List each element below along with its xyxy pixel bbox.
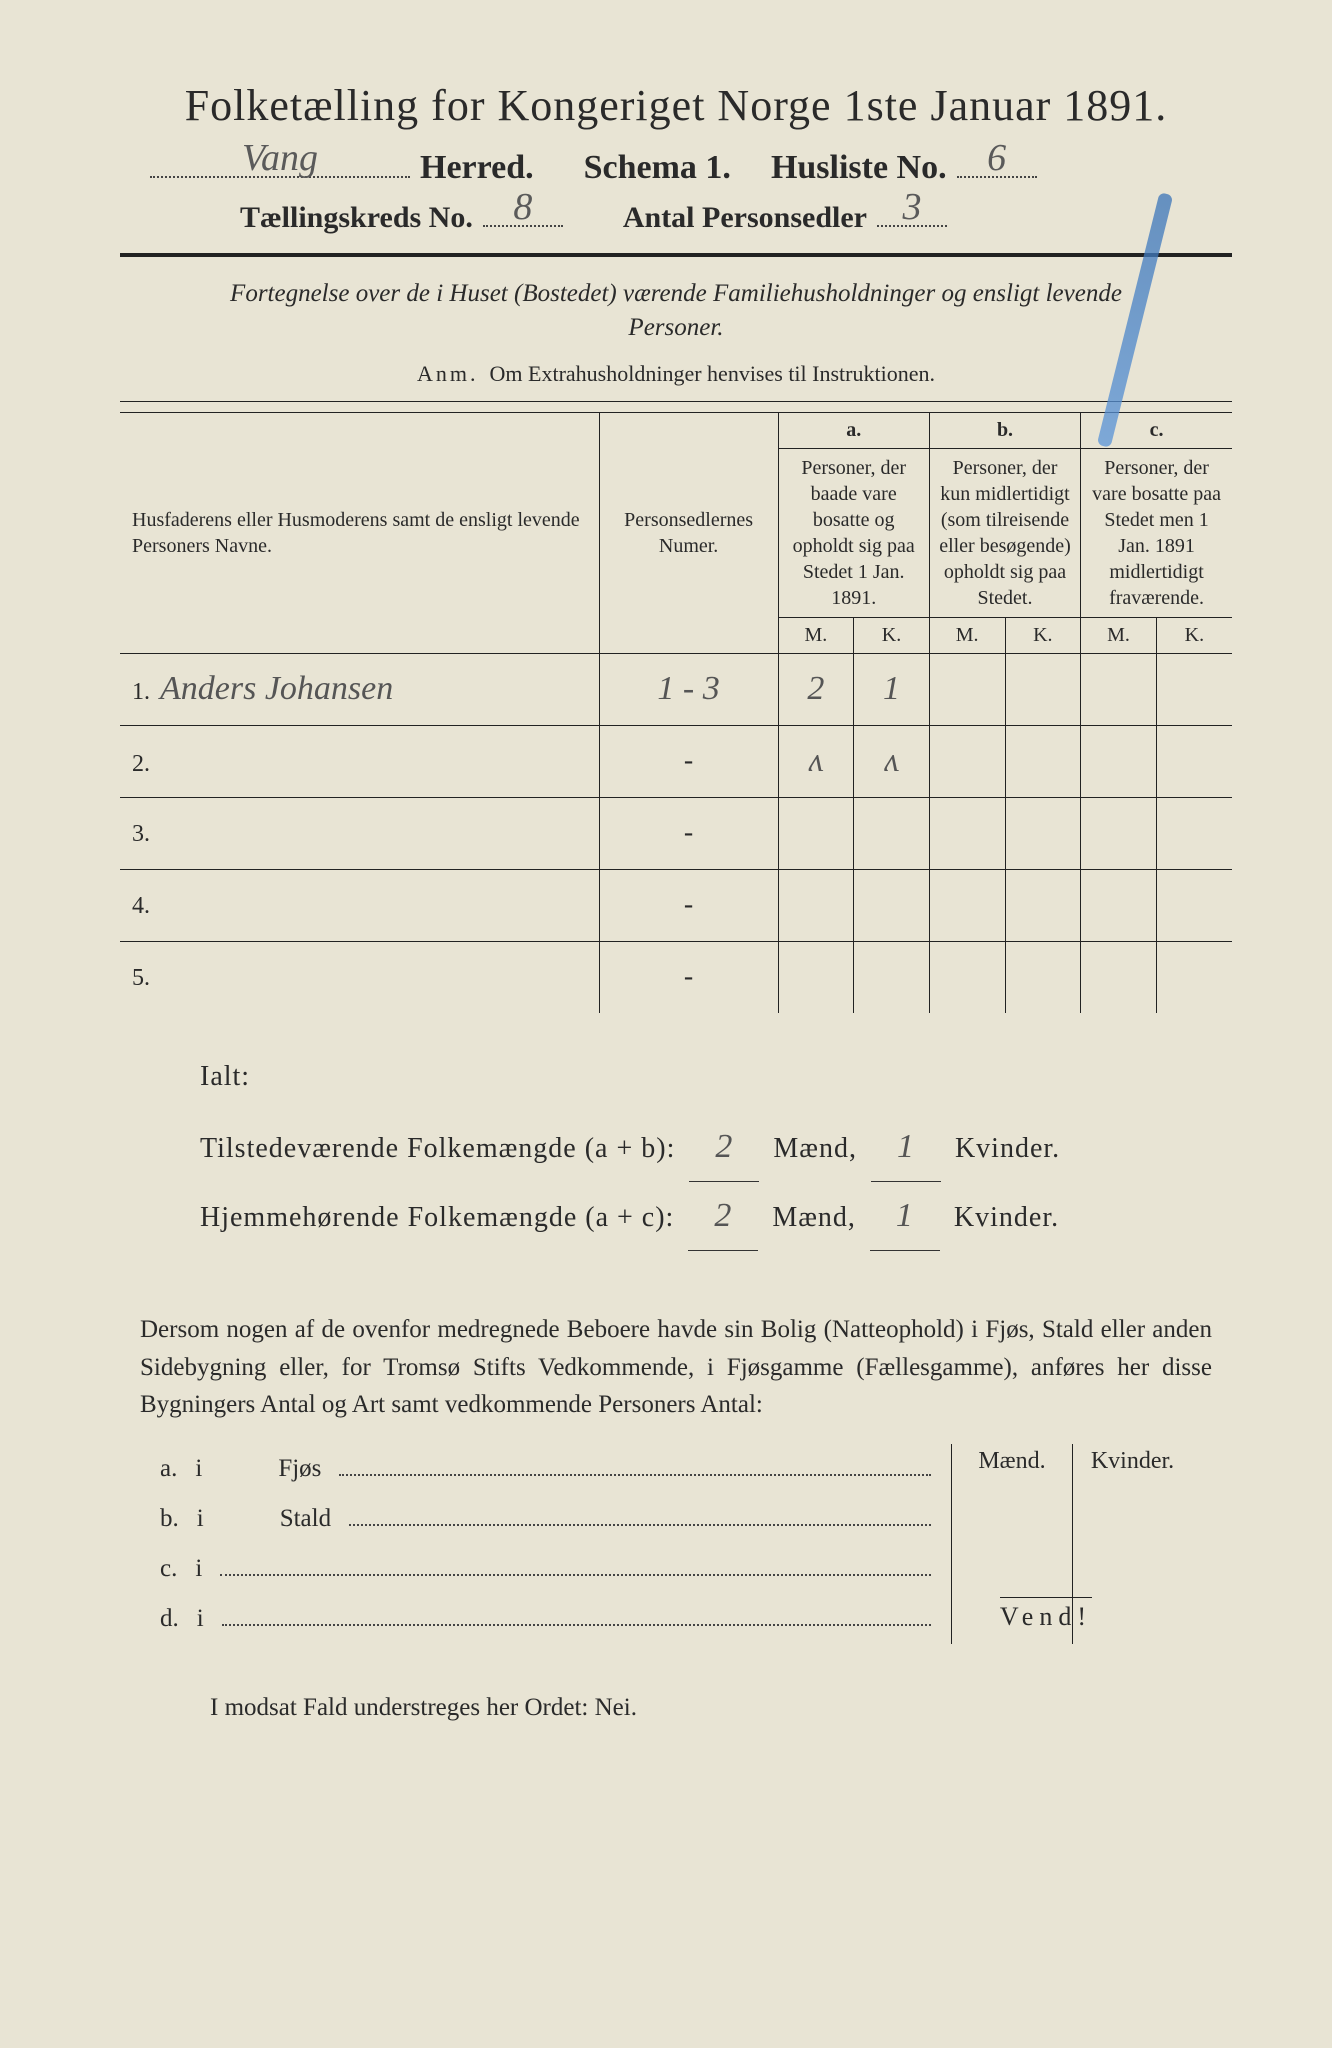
col-c-desc: Personer, der vare bosatte paa Stedet me… xyxy=(1081,448,1232,617)
husliste-value: 6 xyxy=(987,136,1006,180)
col-a-m: M. xyxy=(778,617,854,653)
col-b-m: M. xyxy=(929,617,1005,653)
totals-block: Ialt: Tilstedeværende Folkemængde (a + b… xyxy=(200,1049,1232,1251)
schema-label: Schema 1. xyxy=(584,149,731,187)
hjemme-label: Hjemmehørende Folkemængde (a + c): xyxy=(200,1190,674,1246)
subtitle: Fortegnelse over de i Huset (Bostedet) v… xyxy=(180,277,1172,345)
tilstede-k: 1 xyxy=(871,1113,941,1182)
table-row: 5. - xyxy=(120,941,1232,1013)
col-b-k: K. xyxy=(1005,617,1081,653)
anm-line: Anm. Om Extrahusholdninger henvises til … xyxy=(120,361,1232,387)
col-b-desc: Personer, der kun midlertidigt (som tilr… xyxy=(929,448,1080,617)
col-num-header: Personsedlernes Numer. xyxy=(624,509,753,557)
header-line-herred: Vang Herred. Schema 1. Husliste No. 6 xyxy=(120,149,1232,187)
col-b-top: b. xyxy=(929,412,1080,448)
row1-name: Anders Johansen xyxy=(160,670,393,707)
husliste-label: Husliste No. xyxy=(771,149,947,187)
table-row: 1.Anders Johansen 1 - 3 2 1 xyxy=(120,653,1232,725)
table-row: 2. - ʌ ʌ xyxy=(120,725,1232,797)
header-line-kreds: Tællingskreds No. 8 Antal Personsedler 3 xyxy=(120,201,1232,235)
anm-label: Anm. xyxy=(417,361,479,386)
hjemme-m: 2 xyxy=(688,1182,758,1251)
sidebygning-paragraph: Dersom nogen af de ovenfor medregnede Be… xyxy=(140,1311,1212,1424)
hjemme-k: 1 xyxy=(870,1182,940,1251)
col-a-top: a. xyxy=(778,412,929,448)
anm-text: Om Extrahusholdninger henvises til Instr… xyxy=(490,361,935,386)
kreds-label: Tællingskreds No. xyxy=(240,201,473,235)
kreds-value: 8 xyxy=(513,185,532,229)
divider xyxy=(120,253,1232,257)
col-c-m: M. xyxy=(1081,617,1157,653)
census-table: Husfaderens eller Husmoderens samt de en… xyxy=(120,412,1232,1014)
tilstede-label: Tilstedeværende Folkemængde (a + b): xyxy=(200,1121,675,1177)
tilstede-m: 2 xyxy=(689,1113,759,1182)
ialt-label: Ialt: xyxy=(200,1049,1232,1105)
herred-value: Vang xyxy=(242,136,318,180)
personsedler-value: 3 xyxy=(902,185,921,229)
page-title: Folketælling for Kongeriget Norge 1ste J… xyxy=(120,80,1232,131)
table-row: 3. - xyxy=(120,797,1232,869)
divider-thin xyxy=(120,401,1232,402)
table-row: 4. - xyxy=(120,869,1232,941)
herred-label: Herred. xyxy=(420,149,534,187)
col-name-header: Husfaderens eller Husmoderens samt de en… xyxy=(132,509,580,557)
nei-line: I modsat Fald understreges her Ordet: Ne… xyxy=(210,1694,1232,1722)
vend-label: Vend! xyxy=(1000,1597,1092,1632)
col-c-k: K. xyxy=(1156,617,1232,653)
col-a-desc: Personer, der baade vare bosatte og opho… xyxy=(778,448,929,617)
col-a-k: K. xyxy=(854,617,930,653)
personsedler-label: Antal Personsedler xyxy=(623,201,867,235)
